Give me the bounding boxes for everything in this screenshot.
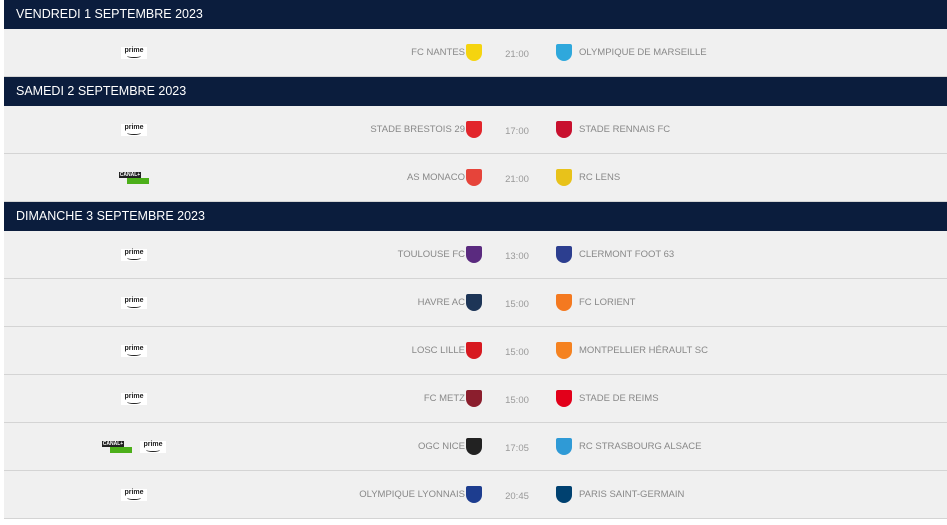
- away-team[interactable]: CLERMONT FOOT 63: [579, 249, 675, 260]
- prime-video-logo: prime: [140, 440, 166, 453]
- match-row[interactable]: prime LOSC LILLE 15:00 MONTPELLIER HÉRAU…: [4, 327, 947, 375]
- match-row[interactable]: prime HAVRE AC 15:00 FC LORIENT: [4, 279, 947, 327]
- home-team[interactable]: AS MONACO: [406, 172, 465, 183]
- fixtures-list: VENDREDI 1 SEPTEMBRE 2023 prime FC NANTE…: [4, 0, 947, 519]
- kickoff-time: 17:05: [505, 443, 529, 454]
- kickoff-time: 17:00: [505, 126, 529, 137]
- kickoff-time: 21:00: [505, 174, 529, 185]
- broadcasters: canal+: [64, 154, 204, 201]
- match-row[interactable]: canal+ AS MONACO 21:00 RC LENS: [4, 154, 947, 202]
- day-header: VENDREDI 1 SEPTEMBRE 2023: [4, 0, 947, 29]
- broadcasters: prime: [64, 231, 204, 278]
- prime-video-logo: prime: [121, 123, 147, 136]
- canal-plus-band: [127, 177, 149, 184]
- match-row[interactable]: canal+ prime OGC NICE 17:05 RC STRASBOURG…: [4, 423, 947, 471]
- match-row[interactable]: prime OLYMPIQUE LYONNAIS 20:45 PARIS SAI…: [4, 471, 947, 519]
- kickoff-time: 15:00: [505, 347, 529, 358]
- home-team[interactable]: TOULOUSE FC: [397, 249, 465, 260]
- prime-video-logo: prime: [121, 296, 147, 309]
- prime-video-logo: prime: [121, 344, 147, 357]
- broadcasters: canal+ prime: [64, 423, 204, 470]
- home-team-logo-icon: [466, 246, 482, 263]
- prime-video-logo: prime: [121, 392, 147, 405]
- home-team-logo-icon: [466, 294, 482, 311]
- canal-plus-logo: canal+: [102, 440, 132, 453]
- kickoff-time: 15:00: [505, 395, 529, 406]
- away-team-logo-icon: [556, 246, 572, 263]
- away-team[interactable]: STADE DE REIMS: [579, 393, 659, 404]
- away-team-logo-icon: [556, 121, 572, 138]
- home-team[interactable]: OLYMPIQUE LYONNAIS: [359, 489, 465, 500]
- home-team-logo-icon: [466, 486, 482, 503]
- match-row[interactable]: prime TOULOUSE FC 13:00 CLERMONT FOOT 63: [4, 231, 947, 279]
- home-team-logo-icon: [466, 438, 482, 455]
- canal-plus-band: [110, 446, 132, 453]
- day-header: DIMANCHE 3 SEPTEMBRE 2023: [4, 202, 947, 231]
- away-team-logo-icon: [556, 438, 572, 455]
- kickoff-time: 15:00: [505, 299, 529, 310]
- prime-video-logo: prime: [121, 46, 147, 59]
- prime-video-logo: prime: [121, 488, 147, 501]
- away-team[interactable]: PARIS SAINT-GERMAIN: [579, 489, 685, 500]
- broadcasters: prime: [64, 327, 204, 374]
- home-team-logo-icon: [466, 44, 482, 61]
- home-team[interactable]: FC NANTES: [411, 47, 465, 58]
- canal-plus-wordmark: canal+: [102, 440, 124, 447]
- away-team-logo-icon: [556, 342, 572, 359]
- kickoff-time: 13:00: [505, 251, 529, 262]
- home-team-logo-icon: [466, 342, 482, 359]
- kickoff-time: 21:00: [505, 49, 529, 60]
- broadcasters: prime: [64, 29, 204, 76]
- home-team-logo-icon: [466, 390, 482, 407]
- prime-video-logo: prime: [121, 248, 147, 261]
- home-team[interactable]: FC METZ: [423, 393, 465, 404]
- away-team[interactable]: OLYMPIQUE DE MARSEILLE: [579, 47, 707, 58]
- home-team[interactable]: OGC NICE: [418, 441, 465, 452]
- canal-plus-wordmark: canal+: [119, 171, 141, 178]
- broadcasters: prime: [64, 106, 204, 153]
- home-team[interactable]: HAVRE AC: [417, 297, 465, 308]
- broadcasters: prime: [64, 279, 204, 326]
- broadcasters: prime: [64, 375, 204, 422]
- away-team-logo-icon: [556, 169, 572, 186]
- match-row[interactable]: prime STADE BRESTOIS 29 17:00 STADE RENN…: [4, 106, 947, 154]
- away-team-logo-icon: [556, 294, 572, 311]
- away-team[interactable]: RC LENS: [579, 172, 621, 183]
- match-row[interactable]: prime FC NANTES 21:00 OLYMPIQUE DE MARSE…: [4, 29, 947, 77]
- away-team-logo-icon: [556, 44, 572, 61]
- home-team[interactable]: STADE BRESTOIS 29: [370, 124, 465, 135]
- home-team[interactable]: LOSC LILLE: [411, 345, 465, 356]
- day-header: SAMEDI 2 SEPTEMBRE 2023: [4, 77, 947, 106]
- kickoff-time: 20:45: [505, 491, 529, 502]
- away-team[interactable]: STADE RENNAIS FC: [579, 124, 671, 135]
- match-row[interactable]: prime FC METZ 15:00 STADE DE REIMS: [4, 375, 947, 423]
- away-team-logo-icon: [556, 390, 572, 407]
- away-team[interactable]: RC STRASBOURG ALSACE: [579, 441, 702, 452]
- canal-plus-logo: canal+: [119, 171, 149, 184]
- away-team[interactable]: MONTPELLIER HÉRAULT SC: [579, 345, 708, 356]
- away-team-logo-icon: [556, 486, 572, 503]
- home-team-logo-icon: [466, 169, 482, 186]
- home-team-logo-icon: [466, 121, 482, 138]
- broadcasters: prime: [64, 471, 204, 518]
- away-team[interactable]: FC LORIENT: [579, 297, 636, 308]
